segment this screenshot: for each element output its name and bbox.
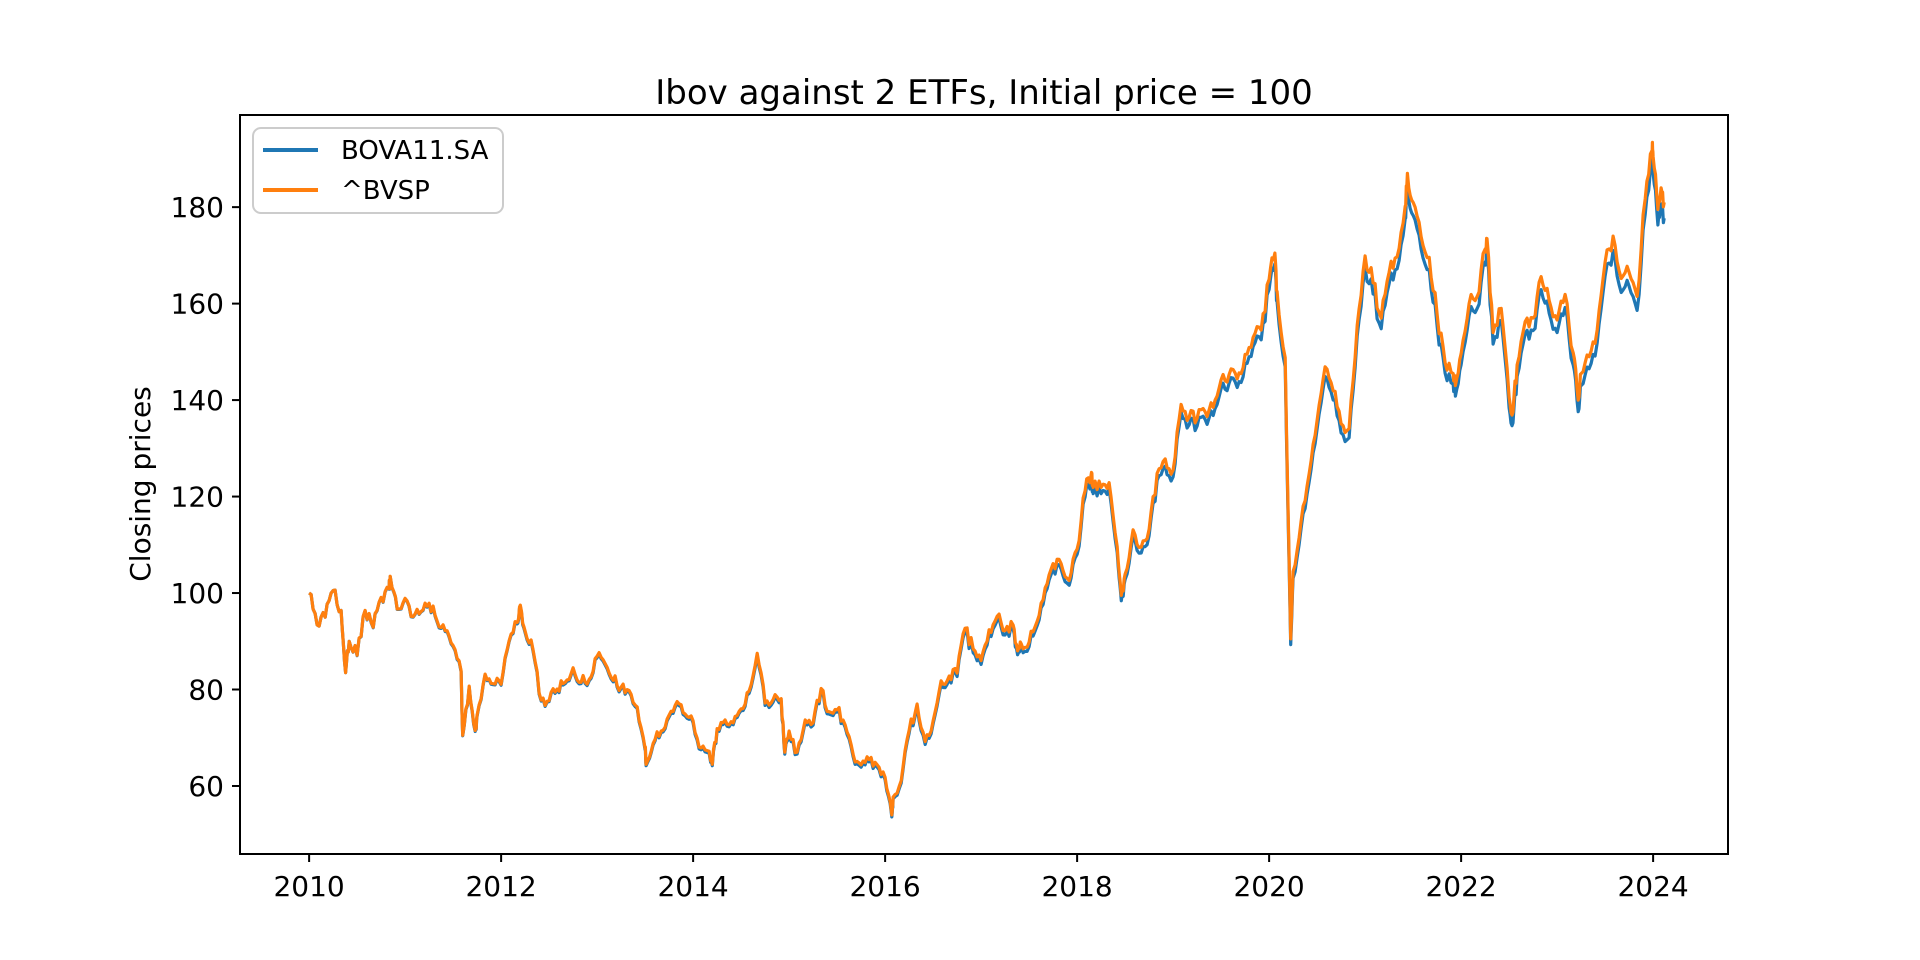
y-tick-label-160: 160 — [171, 288, 224, 321]
y-axis-label: Closing prices — [124, 386, 157, 582]
y-tick-label-180: 180 — [171, 191, 224, 224]
legend[interactable]: BOVA11.SA ^BVSP — [252, 127, 504, 214]
legend-label-bova11: BOVA11.SA — [341, 136, 489, 166]
y-tick-label-140: 140 — [171, 384, 224, 417]
legend-label-bvsp: ^BVSP — [341, 176, 430, 206]
chart-title: Ibov against 2 ETFs, Initial price = 100 — [655, 73, 1313, 113]
y-axis-ticks: 60 80 100 120 140 160 180 — [171, 191, 240, 803]
y-tick-label-100: 100 — [171, 577, 224, 610]
y-tick-label-120: 120 — [171, 481, 224, 514]
x-tick-label-2014: 2014 — [657, 870, 728, 903]
x-tick-label-2010: 2010 — [273, 870, 344, 903]
x-tick-label-2022: 2022 — [1425, 870, 1496, 903]
x-tick-label-2024: 2024 — [1617, 870, 1688, 903]
bvsp-line — [308, 140, 1666, 817]
y-tick-label-80: 80 — [188, 674, 224, 707]
x-axis-ticks: 2010 2012 2014 2016 2018 2020 2022 2024 — [273, 854, 1689, 903]
x-tick-label-2018: 2018 — [1041, 870, 1112, 903]
x-tick-label-2020: 2020 — [1233, 870, 1304, 903]
x-tick-label-2012: 2012 — [465, 870, 536, 903]
plot-border — [239, 114, 1729, 855]
x-tick-label-2016: 2016 — [849, 870, 920, 903]
series-lines — [308, 140, 1666, 819]
y-tick-label-60: 60 — [188, 770, 224, 803]
